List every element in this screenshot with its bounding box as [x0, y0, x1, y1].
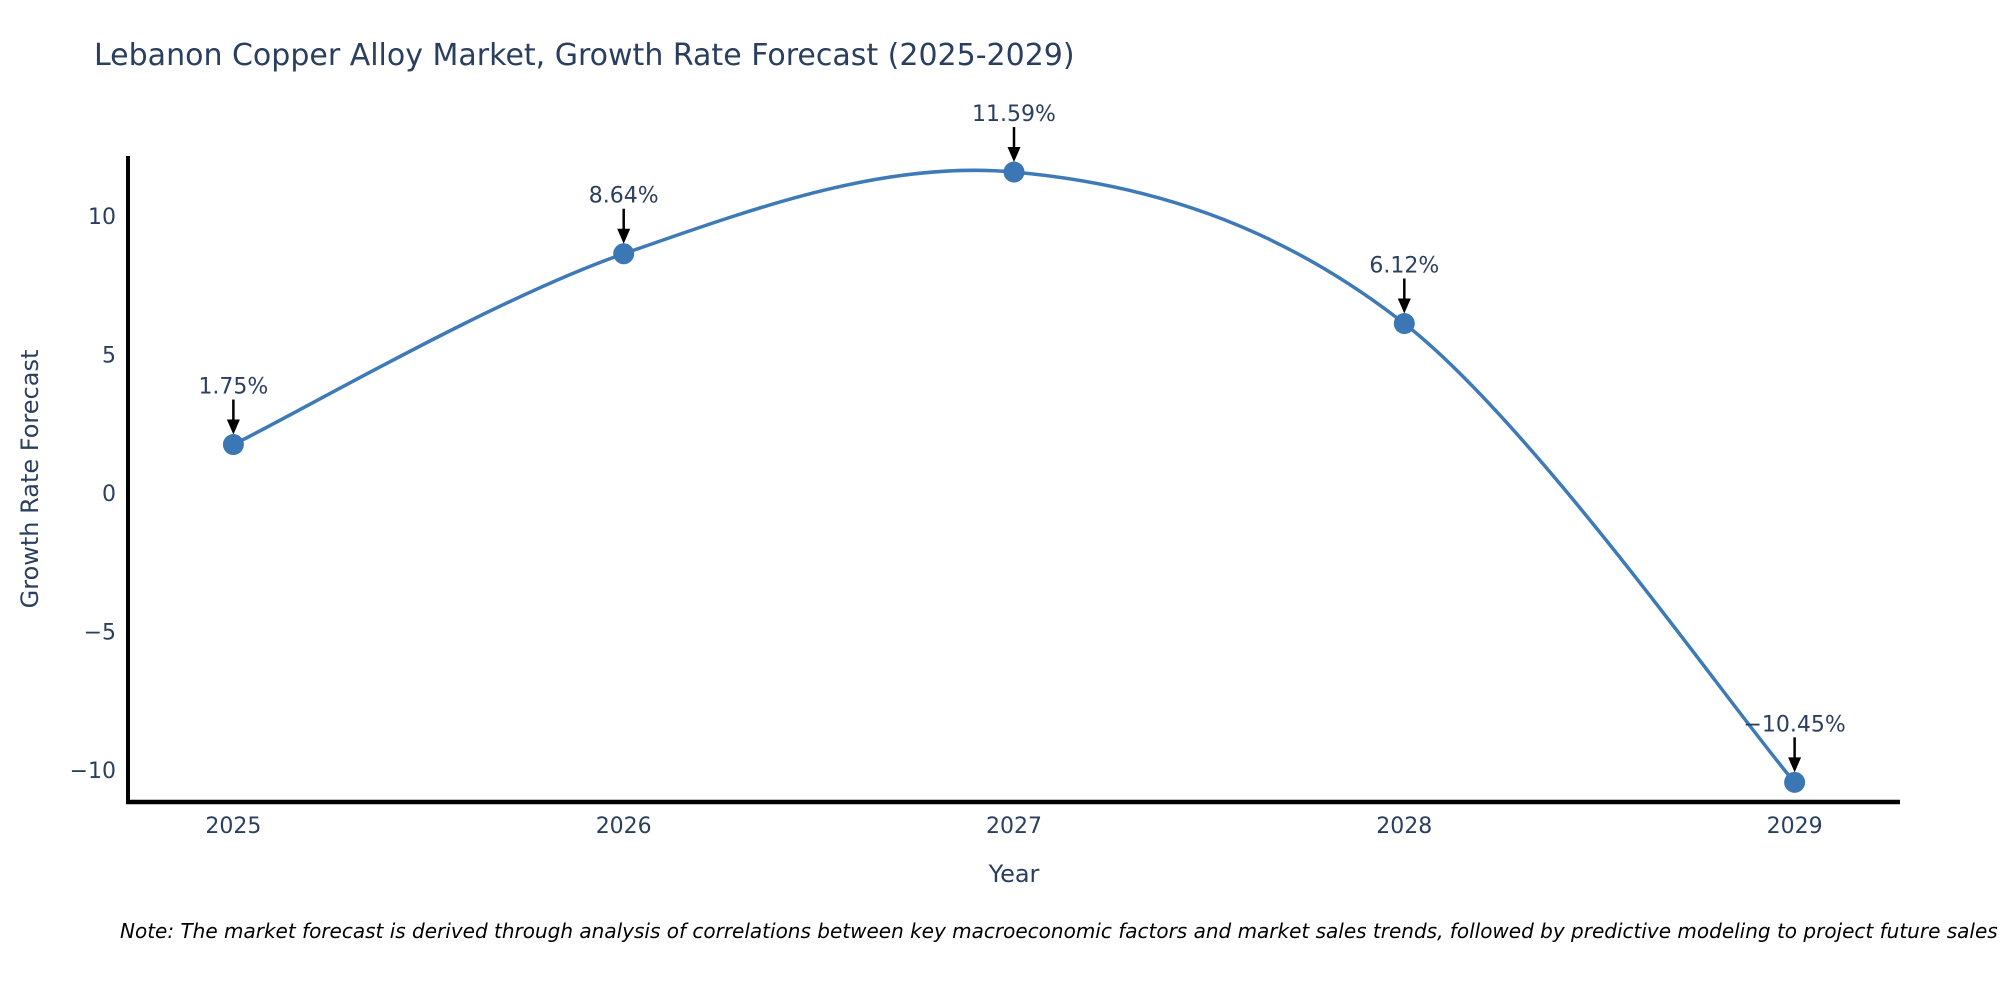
x-tick-label: 2025	[205, 814, 261, 839]
chart-title: Lebanon Copper Alloy Market, Growth Rate…	[94, 38, 1075, 73]
y-tick-label: −10	[70, 759, 116, 784]
x-tick-label: 2028	[1376, 814, 1432, 839]
series-line	[232, 168, 1796, 784]
data-point-marker	[1393, 313, 1415, 335]
x-axis-title: Year	[988, 860, 1040, 888]
annotation-arrowhead	[1788, 757, 1802, 773]
y-tick-label: −5	[84, 620, 116, 645]
data-point-marker	[1003, 161, 1025, 183]
point-annotation: 1.75%	[198, 375, 268, 400]
y-tick-label: 5	[102, 344, 116, 369]
annotation-arrowhead	[617, 228, 631, 244]
point-annotation: 8.64%	[589, 184, 659, 209]
data-point-marker	[1784, 771, 1806, 793]
x-tick-label: 2026	[596, 814, 652, 839]
y-axis-title: Growth Rate Forecast	[16, 350, 44, 609]
annotation-arrowhead	[1397, 298, 1411, 314]
data-point-marker	[613, 243, 635, 265]
annotation-arrowhead	[226, 419, 240, 435]
point-annotation: 6.12%	[1369, 254, 1439, 279]
data-point-marker	[222, 434, 244, 456]
y-tick-label: 10	[88, 205, 116, 230]
footnote: Note: The market forecast is derived thr…	[120, 919, 1998, 943]
point-annotation: −10.45%	[1743, 712, 1845, 737]
annotation-arrowhead	[1007, 147, 1021, 163]
x-tick-label: 2027	[986, 814, 1042, 839]
y-tick-label: 0	[102, 482, 116, 507]
x-tick-label: 2029	[1767, 814, 1823, 839]
point-annotation: 11.59%	[972, 102, 1056, 127]
